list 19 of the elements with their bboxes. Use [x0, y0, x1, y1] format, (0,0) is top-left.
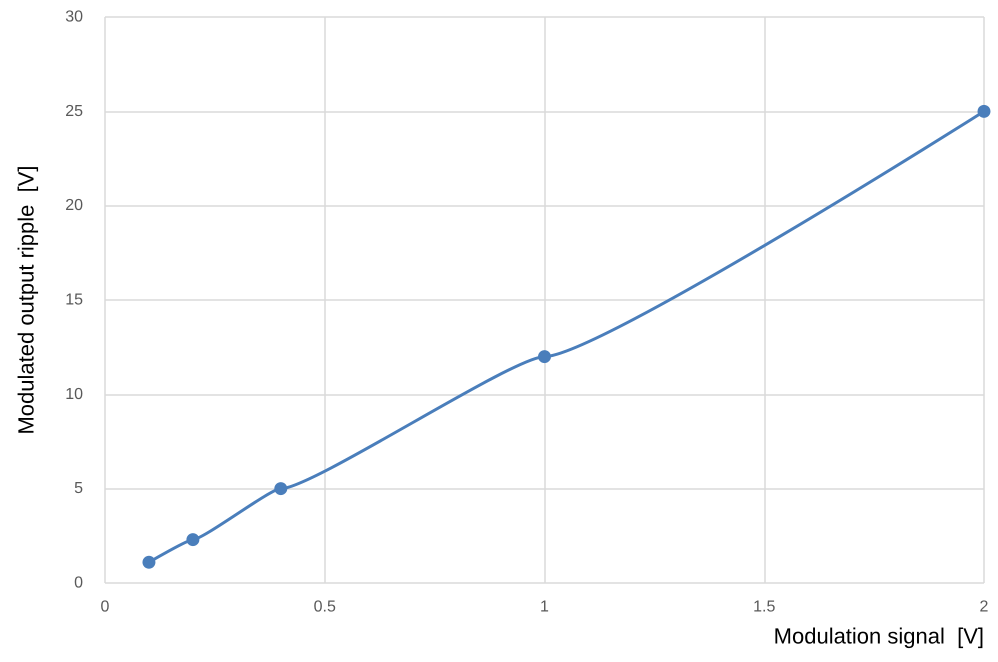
x-tick-label: 2 — [980, 598, 989, 616]
y-tick-label: 15 — [65, 292, 84, 308]
x-tick-label: 1.5 — [753, 598, 776, 616]
y-tick-label: 20 — [65, 197, 84, 214]
y-tick-label: 5 — [74, 480, 84, 498]
y-axis-title: Modulated output ripple [V] — [14, 165, 38, 435]
x-tick-label: 1 — [540, 598, 550, 616]
y-tick-label: 30 — [65, 8, 84, 26]
point — [978, 104, 990, 118]
y-tick-label: 25 — [65, 102, 84, 120]
x-tick-label: 0.5 — [314, 598, 336, 616]
point — [186, 533, 200, 546]
point — [142, 556, 156, 569]
x-axis-title: Modulation signal [V] — [774, 624, 984, 648]
y-tick-label: 10 — [65, 386, 84, 403]
point — [538, 350, 551, 364]
x-tick-label: 0 — [100, 598, 110, 616]
point — [274, 482, 288, 496]
y-tick-label: 0 — [74, 574, 84, 592]
